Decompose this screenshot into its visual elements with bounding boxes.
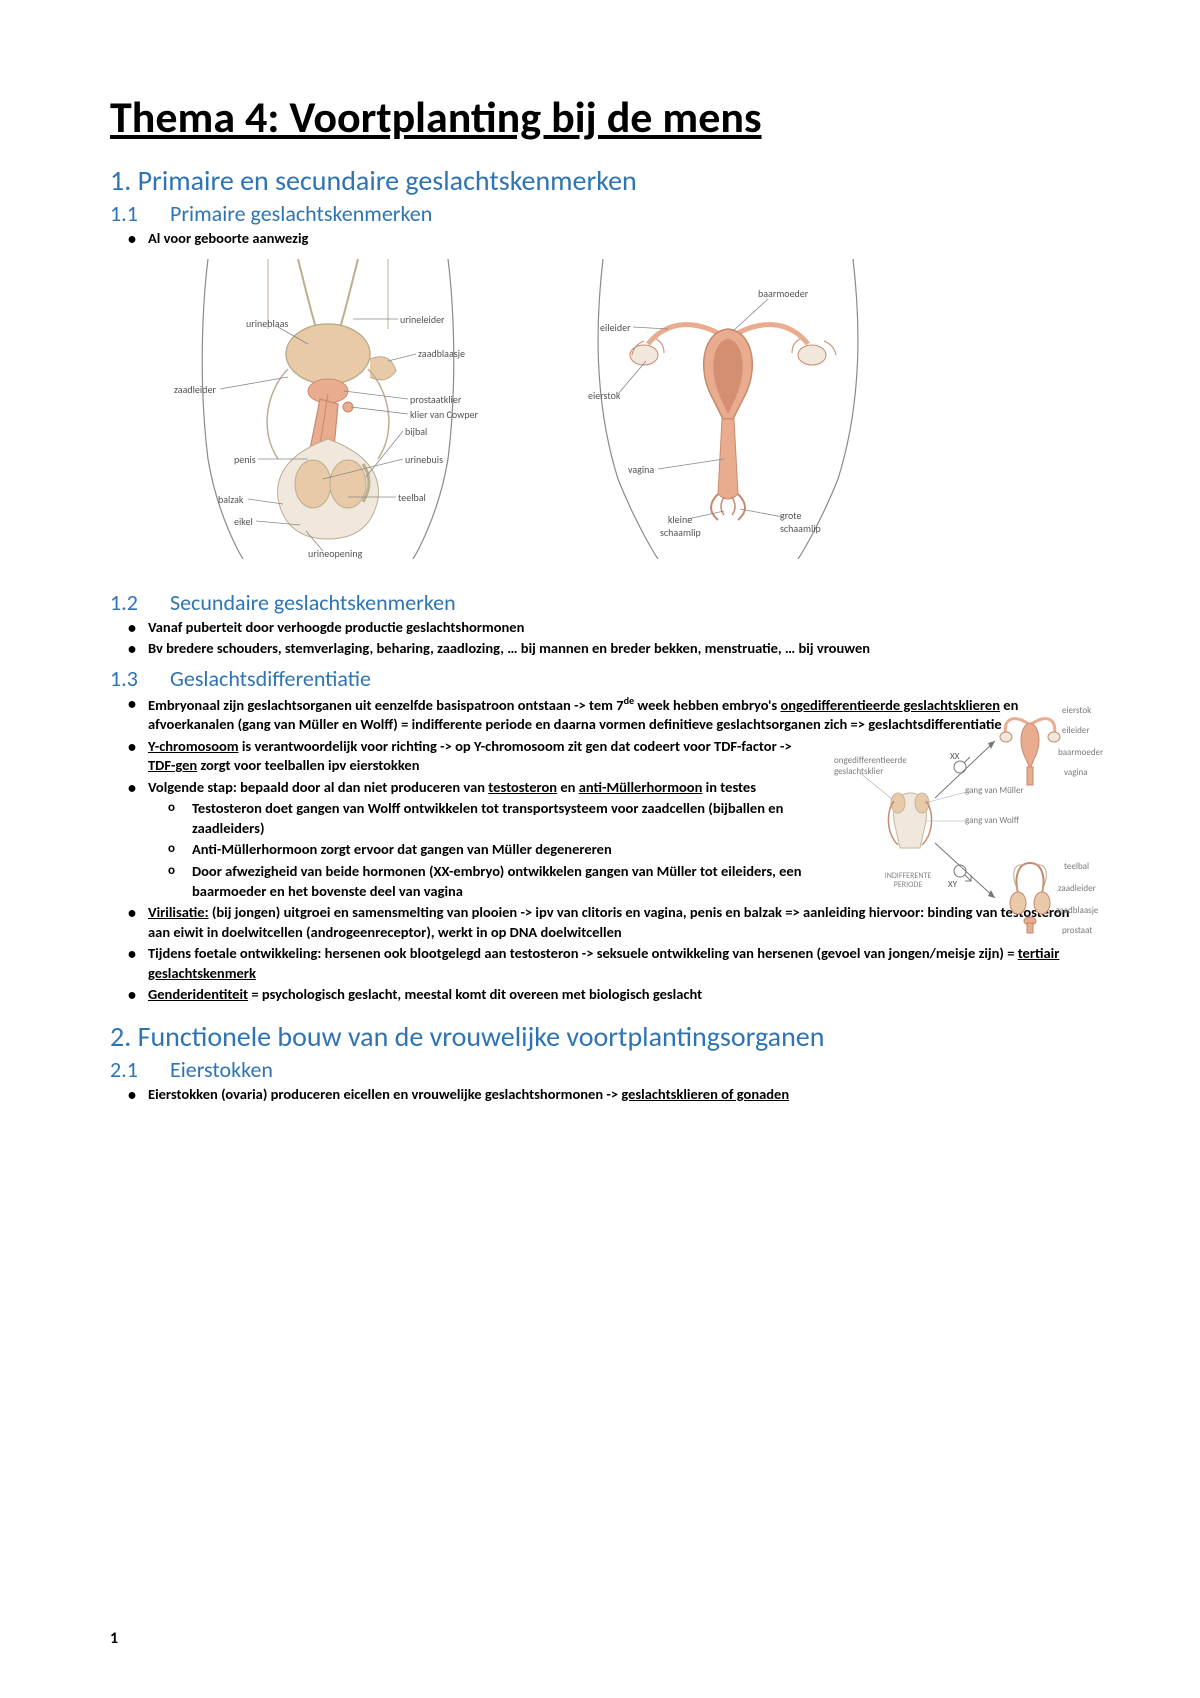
heading-1-2: 1.2Secundaire geslachtskenmerken bbox=[110, 589, 1090, 616]
bullet-item: Al voor geboorte aanwezig bbox=[148, 229, 1090, 249]
figure-row: urineblaas urineleider zaadblaasje zaadl… bbox=[148, 259, 1090, 559]
label-wolff: gang van Wolff bbox=[965, 815, 1019, 826]
label-zaadleider: zaadleider bbox=[174, 383, 216, 396]
label-eileider: eileider bbox=[600, 321, 631, 334]
label-penis: penis bbox=[234, 453, 256, 466]
label-r-eileider: eileider bbox=[1062, 725, 1090, 736]
label-r-prostaat: prostaat bbox=[1062, 925, 1092, 936]
bullet-item: Tijdens foetale ontwikkeling: hersenen o… bbox=[148, 944, 1090, 983]
label-urineopening: urineopening bbox=[308, 547, 362, 560]
figure-differentiation: INDIFFERENTE PERIODE XX XY bbox=[840, 703, 1100, 948]
bullets-2-1: Eierstokken (ovaria) produceren eicellen… bbox=[110, 1085, 1090, 1105]
bullet-item: Bv bredere schouders, stemverlaging, beh… bbox=[148, 639, 1090, 659]
label-eierstok: eierstok bbox=[588, 389, 620, 402]
heading-text: Primaire geslachtskenmerken bbox=[170, 200, 432, 227]
label-bijbal: bijbal bbox=[405, 425, 427, 438]
label-grote-schaamlip: grote schaamlip bbox=[780, 509, 830, 535]
page-title: Thema 4: Voortplanting bij de mens bbox=[110, 90, 1090, 145]
label-urineleider: urineleider bbox=[400, 313, 445, 326]
bullets-1-1: Al voor geboorte aanwezig bbox=[110, 229, 1090, 249]
heading-num: 1.3 bbox=[110, 665, 170, 692]
heading-num: 2.1 bbox=[110, 1056, 170, 1083]
label-ongediff: ongedifferentieerde geslachtsklier bbox=[834, 755, 912, 777]
label-balzak: balzak bbox=[218, 493, 243, 506]
bullet-item: Genderidentiteit = psychologisch geslach… bbox=[148, 985, 1090, 1005]
label-cowper: klier van Cowper bbox=[410, 408, 478, 421]
label-r-teelbal: teelbal bbox=[1064, 861, 1089, 872]
label-prostaatklier: prostaatklier bbox=[410, 393, 461, 406]
label-muller: gang van Müller bbox=[965, 785, 1024, 796]
heading-num: 1.1 bbox=[110, 200, 170, 227]
label-eikel: eikel bbox=[234, 515, 253, 528]
heading-2: 2. Functionele bouw van de vrouwelijke v… bbox=[110, 1019, 1090, 1054]
label-r-eierstok: eierstok bbox=[1062, 705, 1091, 716]
label-r-zaadleider: zaadleider bbox=[1058, 883, 1096, 894]
page-number: 1 bbox=[110, 1629, 118, 1648]
heading-text: Eierstokken bbox=[170, 1056, 273, 1083]
heading-num: 1.2 bbox=[110, 589, 170, 616]
label-kleine-schaamlip: kleine schaamlip bbox=[660, 513, 700, 539]
heading-1-3: 1.3Geslachtsdifferentiatie bbox=[110, 665, 1090, 692]
heading-text: Secundaire geslachtskenmerken bbox=[170, 589, 456, 616]
svg-text:XY: XY bbox=[948, 879, 958, 890]
label-zaadblaasje: zaadblaasje bbox=[418, 347, 465, 360]
heading-1: 1. Primaire en secundaire geslachtskenme… bbox=[110, 163, 1090, 198]
heading-1-1: 1.1Primaire geslachtskenmerken bbox=[110, 200, 1090, 227]
heading-text: Geslachtsdifferentiatie bbox=[170, 665, 371, 692]
figure-female: baarmoeder eileider eierstok vagina klei… bbox=[548, 259, 908, 559]
sub-bullet-item: Testosteron doet gangen van Wolff ontwik… bbox=[192, 799, 820, 838]
sub-bullets: Testosteron doet gangen van Wolff ontwik… bbox=[148, 799, 820, 901]
section-1-3-wrap: 1.3Geslachtsdifferentiatie Embryonaal zi… bbox=[110, 665, 1090, 1005]
sub-bullet-item: Anti-Müllerhormoon zorgt ervoor dat gang… bbox=[192, 840, 820, 860]
label-urineblaas: urineblaas bbox=[246, 317, 288, 330]
label-r-baarmoeder: baarmoeder bbox=[1058, 747, 1103, 758]
heading-2-1: 2.1Eierstokken bbox=[110, 1056, 1090, 1083]
bullet-item: Eierstokken (ovaria) produceren eicellen… bbox=[148, 1085, 1090, 1105]
bullets-1-2: Vanaf puberteit door verhoogde productie… bbox=[110, 618, 1090, 659]
svg-text:XX: XX bbox=[950, 751, 960, 762]
sub-bullet-item: Door afwezigheid van beide hormonen (XX-… bbox=[192, 862, 820, 901]
label-r-vagina: vagina bbox=[1064, 767, 1088, 778]
label-urinebuis: urinebuis bbox=[405, 453, 443, 466]
svg-text:PERIODE: PERIODE bbox=[894, 880, 923, 890]
label-vagina: vagina bbox=[628, 463, 654, 476]
label-r-zaadblaasje: zaadblaasje bbox=[1056, 905, 1098, 916]
label-teelbal: teelbal bbox=[398, 491, 426, 504]
figure-male: urineblaas urineleider zaadblaasje zaadl… bbox=[148, 259, 508, 559]
bullet-item: Vanaf puberteit door verhoogde productie… bbox=[148, 618, 1090, 638]
label-baarmoeder: baarmoeder bbox=[758, 287, 808, 300]
